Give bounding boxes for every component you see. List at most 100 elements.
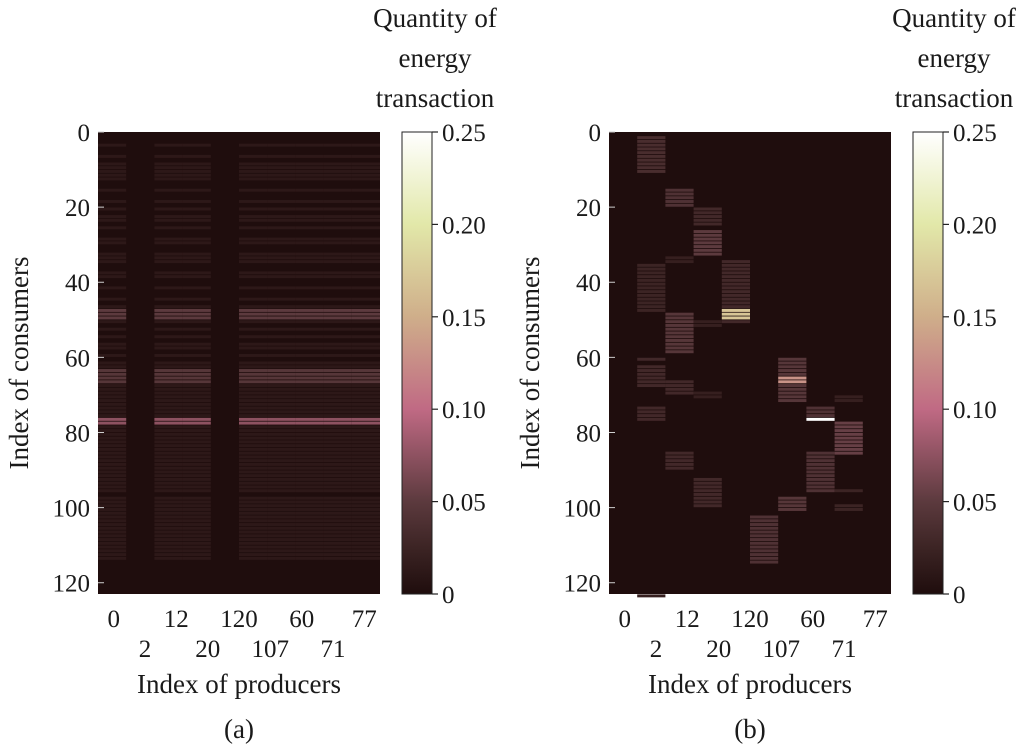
heatmap-cell (267, 511, 296, 515)
colorbar-b (912, 131, 944, 595)
heatmap-cell (295, 429, 324, 433)
heatmap-cell (98, 556, 127, 560)
heatmap-cell (154, 526, 183, 530)
colorbar-tick-label: 0.05 (442, 490, 486, 517)
heatmap-cell (351, 417, 380, 421)
heatmap-cell (154, 451, 183, 455)
heatmap-cell (182, 462, 211, 466)
heatmap-cell (239, 481, 268, 485)
heatmap-cell (834, 436, 863, 440)
heatmap-cell (323, 177, 352, 181)
heatmap-cell (351, 541, 380, 545)
heatmap-cell (295, 474, 324, 478)
heatmap-cell (98, 436, 127, 440)
heatmap-cell (239, 519, 268, 523)
heatmap-cell (778, 504, 807, 508)
x-tick-label: 77 (352, 606, 377, 633)
heatmap-cell (295, 320, 324, 324)
heatmap-cell (295, 342, 324, 346)
heatmap-cell (182, 538, 211, 542)
heatmap-cell (323, 556, 352, 560)
x-tick-label: 107 (763, 636, 801, 663)
heatmap-cell (182, 200, 211, 203)
heatmap-cell (154, 376, 183, 380)
x-tick-label: 2 (650, 636, 663, 663)
heatmap-cell (239, 320, 268, 324)
heatmap-cell (182, 327, 211, 331)
heatmap-cell (267, 414, 296, 418)
heatmap-cell (323, 260, 352, 264)
heatmap-cell (750, 526, 779, 530)
heatmap-cell (239, 455, 268, 459)
colorbar-label-a-line1: Quantity of (373, 3, 497, 33)
heatmap-cell (267, 215, 296, 218)
heatmap-cell (182, 369, 211, 372)
heatmap-cell (295, 541, 324, 545)
heatmap-cell (295, 455, 324, 459)
heatmap-cell (239, 444, 268, 448)
heatmap-cell (267, 508, 296, 511)
heatmap-cell (295, 384, 324, 388)
heatmap-cell (834, 429, 863, 433)
heatmap-cell (295, 297, 324, 301)
heatmap-cell (154, 143, 183, 147)
x-tick-label: 60 (289, 606, 314, 633)
heatmap-cell (182, 241, 211, 245)
heatmap-cell (98, 188, 127, 192)
heatmap-cell (637, 305, 666, 309)
heatmap-cell (267, 459, 296, 463)
heatmap-cell (182, 489, 211, 493)
heatmap-cell (637, 293, 666, 297)
heatmap-cell (182, 391, 211, 395)
heatmap-cell (693, 215, 722, 218)
heatmap-cell (239, 406, 268, 410)
heatmap-cell (637, 286, 666, 290)
y-tick-label: 80 (576, 420, 601, 447)
heatmap-cell (834, 440, 863, 444)
heatmap-cell (98, 541, 127, 545)
heatmap-cell (323, 188, 352, 192)
heatmap-cell (154, 541, 183, 545)
heatmap-cell (239, 177, 268, 181)
heatmap-cell (182, 162, 211, 166)
heatmap-cell (323, 429, 352, 433)
heatmap-cell (98, 508, 127, 511)
heatmap-cell (637, 162, 666, 166)
heatmap-cell (98, 429, 127, 433)
heatmap-cell (351, 369, 380, 372)
heatmap-cell (182, 361, 211, 365)
heatmap-cell (665, 350, 694, 354)
heatmap-cell (323, 305, 352, 309)
heatmap-cell (834, 444, 863, 448)
heatmap-cell (267, 260, 296, 264)
heatmap-cell (351, 237, 380, 241)
heatmap-cell (98, 523, 127, 526)
heatmap-cell (693, 245, 722, 249)
heatmap-cells-b (637, 136, 863, 598)
heatmap-cell (267, 406, 296, 410)
heatmap-cell (351, 489, 380, 493)
heatmap-cell (295, 489, 324, 493)
heatmap-cell (267, 444, 296, 448)
heatmap-cell (239, 425, 268, 429)
heatmap-cell (154, 530, 183, 534)
heatmap-cell (323, 451, 352, 455)
heatmap-cell (806, 489, 835, 493)
heatmap-cell (323, 335, 352, 339)
heatmap-cell (295, 556, 324, 560)
heatmap-cell (98, 369, 127, 372)
heatmap-cell (351, 342, 380, 346)
heatmap-cell (154, 369, 183, 372)
heatmap-cell (182, 500, 211, 504)
heatmap-cell (295, 365, 324, 369)
heatmap-cell (351, 538, 380, 542)
x-axis-label-b: Index of producers (648, 669, 852, 699)
heatmap-cell (154, 384, 183, 388)
heatmap-cell (637, 154, 666, 158)
heatmap-cell (323, 459, 352, 463)
heatmap-cell (323, 515, 352, 519)
heatmap-cell (637, 271, 666, 275)
heatmap-cell (323, 455, 352, 459)
heatmap-cell (182, 432, 211, 436)
heatmap-cell (323, 308, 352, 312)
